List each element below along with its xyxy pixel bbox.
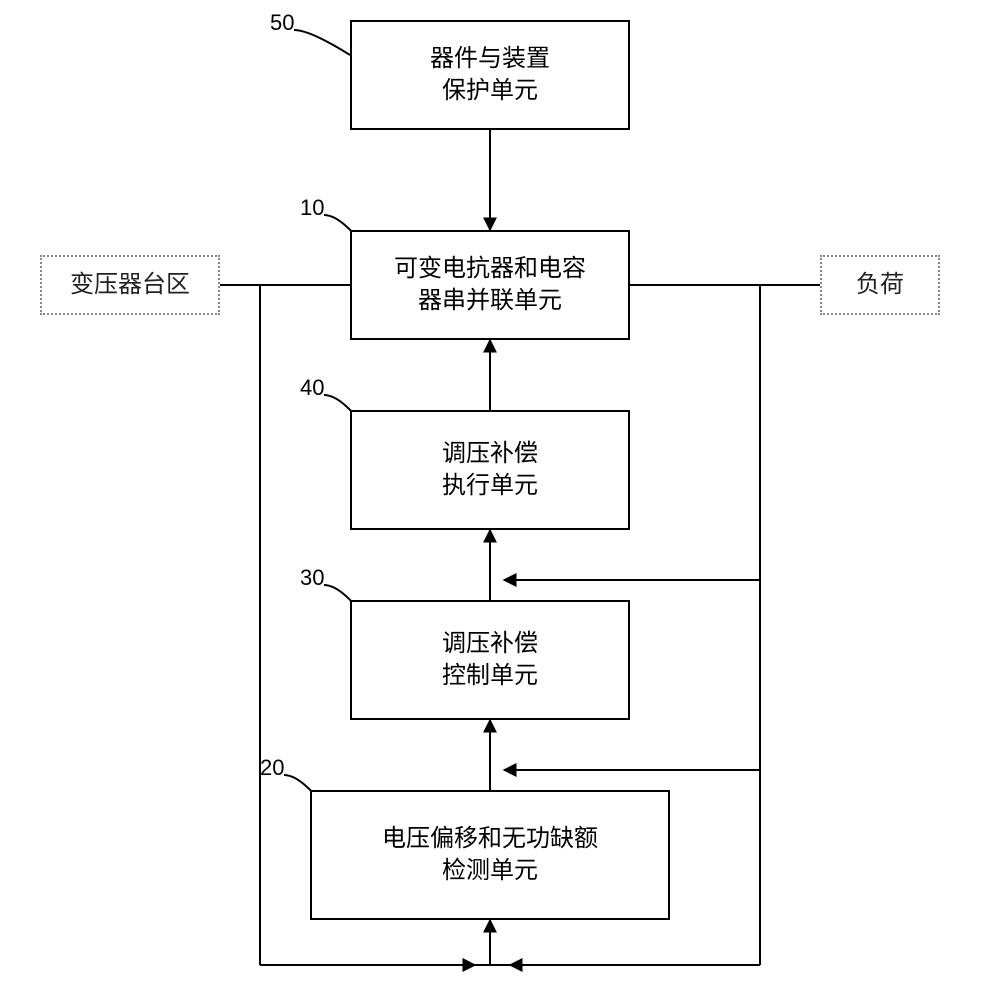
- node-50: 器件与装置 保护单元: [350, 20, 630, 130]
- node-20: 电压偏移和无功缺额 检测单元: [310, 790, 670, 920]
- ref-label-50: 50: [270, 10, 294, 36]
- ref-leader-50: [294, 30, 350, 55]
- ref-label-40: 40: [300, 375, 324, 401]
- ref-label-10: 10: [300, 195, 324, 221]
- node-10-line1: 可变电抗器和电容: [394, 256, 586, 282]
- node-40: 调压补偿 执行单元: [350, 410, 630, 530]
- node-50-line2: 保护单元: [442, 78, 538, 104]
- node-20-line1: 电压偏移和无功缺额: [382, 826, 598, 852]
- node-40-line1: 调压补偿: [442, 441, 538, 467]
- node-30-line1: 调压补偿: [442, 631, 538, 657]
- ref-label-20: 20: [260, 755, 284, 781]
- node-20-line2: 检测单元: [442, 858, 538, 884]
- ref-label-30: 30: [300, 565, 324, 591]
- node-40-line2: 执行单元: [442, 473, 538, 499]
- node-transformer-area: 变压器台区: [40, 255, 220, 315]
- diagram-canvas: 器件与装置 保护单元 可变电抗器和电容 器串并联单元 调压补偿 执行单元 调压补…: [0, 0, 1000, 996]
- node-30-line2: 控制单元: [442, 663, 538, 689]
- node-10: 可变电抗器和电容 器串并联单元: [350, 230, 630, 340]
- node-load: 负荷: [820, 255, 940, 315]
- node-load-text: 负荷: [856, 269, 904, 301]
- node-30: 调压补偿 控制单元: [350, 600, 630, 720]
- node-50-line1: 器件与装置: [430, 46, 550, 72]
- node-transformer-area-text: 变压器台区: [70, 269, 190, 301]
- node-10-line2: 器串并联单元: [418, 288, 562, 314]
